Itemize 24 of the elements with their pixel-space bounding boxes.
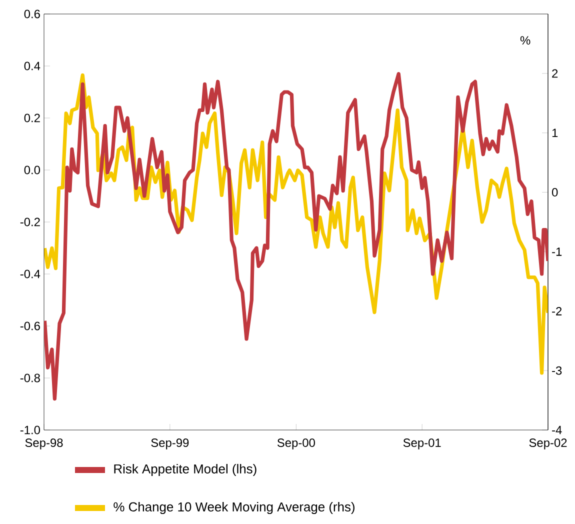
y-tick-label: -0.8 — [20, 374, 40, 382]
y-tick-label: 0.2 — [24, 114, 40, 122]
legend-label: % Change 10 Week Moving Average (rhs) — [114, 502, 354, 514]
y2-tick-label: 2 — [552, 69, 558, 78]
x-tick-label: Sep-99 — [151, 438, 189, 450]
y-tick-label: 0.4 — [24, 62, 40, 70]
y-tick-label: 0.6 — [24, 10, 40, 18]
y2-tick-label: 1 — [552, 128, 558, 137]
x-tick-label: Sep-02 — [529, 438, 567, 450]
y-tick-label: -1.0 — [20, 426, 40, 434]
x-tick-label: Sep-98 — [25, 438, 63, 450]
y2-tick-label: -3 — [552, 366, 562, 375]
y-tick-label: 0.0 — [24, 166, 40, 174]
y2-tick-label: 0 — [552, 188, 558, 197]
y2-tick-label: -1 — [552, 248, 562, 256]
y-tick-label: -0.4 — [20, 270, 40, 278]
x-tick-label: Sep-01 — [403, 438, 441, 450]
y-tick-label: -0.6 — [20, 322, 40, 330]
y-tick-label: -0.2 — [20, 218, 40, 226]
y2-tick-label: -4 — [552, 426, 562, 434]
legend-label: Risk Appetite Model (lhs) — [114, 464, 256, 476]
x-tick-label: Sep-00 — [277, 438, 315, 450]
y2-tick-label: -2 — [552, 306, 562, 316]
y2-axis-title: % — [520, 36, 530, 45]
